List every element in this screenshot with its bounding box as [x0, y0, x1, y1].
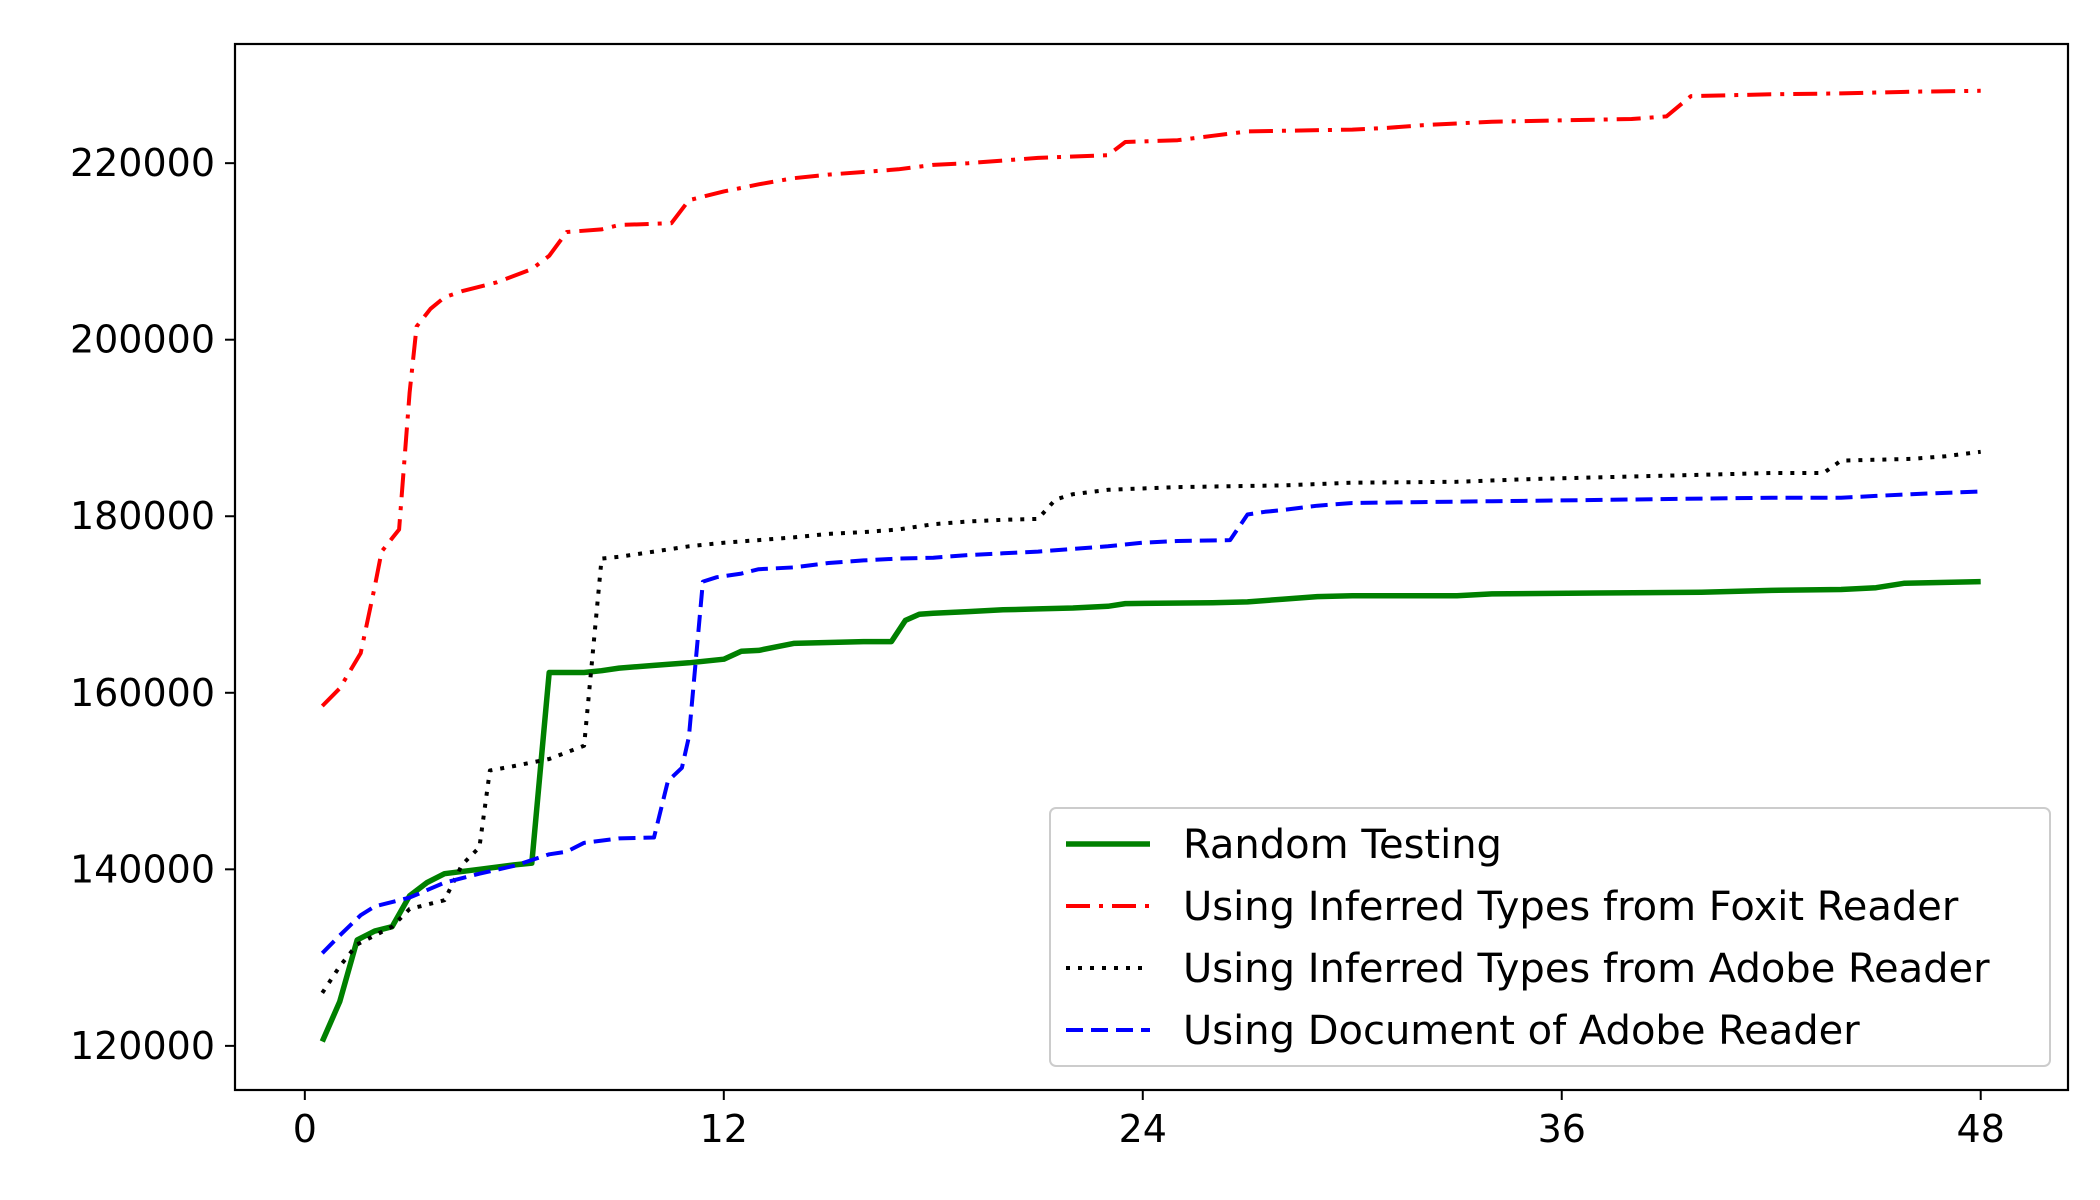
- legend-label-1: Random Testing: [1183, 822, 1502, 868]
- y-tick-label-1: 140000: [70, 847, 215, 891]
- x-axis: 0 12 24 36 48: [293, 1090, 2005, 1151]
- series-line-2: [320, 88, 1981, 708]
- legend-label-2: Using Inferred Types from Foxit Reader: [1183, 884, 1959, 930]
- x-tick-label-0: 0: [293, 1107, 317, 1151]
- x-tick-label-4: 48: [1957, 1107, 2005, 1151]
- x-tick-label-3: 36: [1538, 1107, 1586, 1151]
- series-line-4: [320, 489, 1981, 955]
- series-layer: [319, 88, 1981, 1043]
- x-tick-label-1: 12: [700, 1107, 748, 1151]
- series-line-1: [319, 578, 1981, 1043]
- legend-box: [1049, 807, 2051, 1067]
- legend-label-3: Using Inferred Types from Adobe Reader: [1183, 946, 1990, 992]
- y-axis: 120000 140000 160000 180000 200000 220000: [70, 141, 235, 1068]
- plot-frame: [233, 42, 2070, 1092]
- legend: Random Testing Using Inferred Types from …: [1049, 807, 2051, 1067]
- y-tick-label-2: 160000: [70, 671, 215, 715]
- y-tick-label-4: 200000: [70, 318, 215, 362]
- y-tick-label-5: 220000: [70, 141, 215, 185]
- y-tick-label-0: 120000: [70, 1024, 215, 1068]
- x-tick-label-2: 24: [1119, 1107, 1167, 1151]
- legend-label-4: Using Document of Adobe Reader: [1183, 1008, 1860, 1054]
- y-tick-label-3: 180000: [70, 494, 215, 538]
